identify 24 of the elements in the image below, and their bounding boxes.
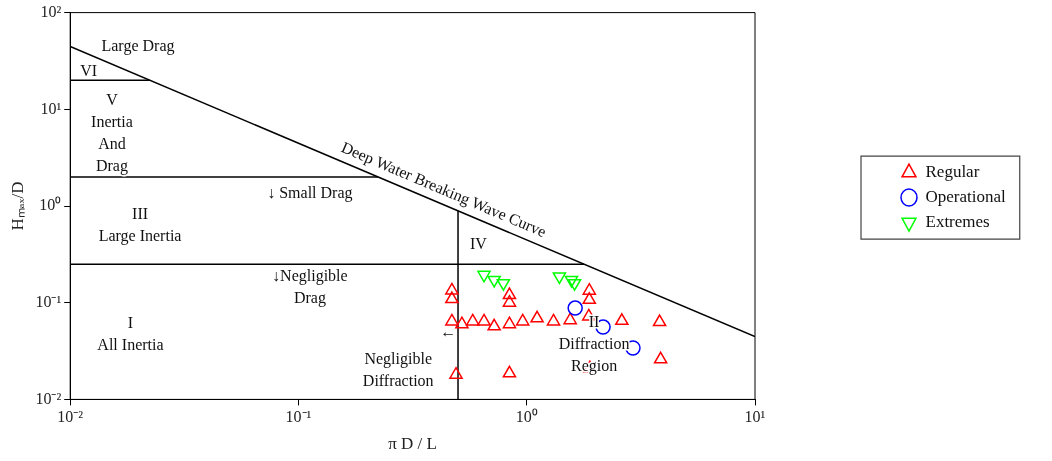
- legend-label: Operational: [925, 187, 1007, 207]
- annotation: Negligible Diffraction: [362, 349, 434, 389]
- legend-label: Extremes: [925, 212, 990, 232]
- annotation: I All Inertia: [97, 314, 164, 354]
- annotation: ↓ Small Drag: [267, 184, 353, 203]
- x-axis-title: π D / L: [388, 434, 437, 454]
- x-tick-label: 10⁻¹: [285, 408, 312, 426]
- y-tick-label: 10²: [40, 2, 62, 20]
- annotation: VI: [80, 61, 98, 79]
- annotation: V Inertia And Drag: [91, 90, 133, 175]
- annotation: IV: [469, 235, 488, 253]
- legend-label: Regular: [925, 162, 980, 182]
- annotation: ↓Negligible Drag: [272, 267, 348, 308]
- x-tick-label: 10⁰: [515, 408, 538, 426]
- y-axis-title: Hₘₐₓ/D: [7, 181, 27, 231]
- y-tick-label: 10⁻¹: [35, 292, 62, 310]
- y-tick-label: 10⁰: [39, 196, 62, 214]
- annotation: ←: [440, 323, 457, 341]
- y-tick-label: 10¹: [40, 99, 62, 117]
- y-tick-label: 10⁻²: [35, 389, 62, 407]
- x-tick-label: 10⁻²: [57, 408, 84, 426]
- annotation: III Large Inertia: [98, 205, 182, 246]
- x-tick-label: 10¹: [744, 408, 766, 426]
- annotation: Large Drag: [101, 36, 175, 55]
